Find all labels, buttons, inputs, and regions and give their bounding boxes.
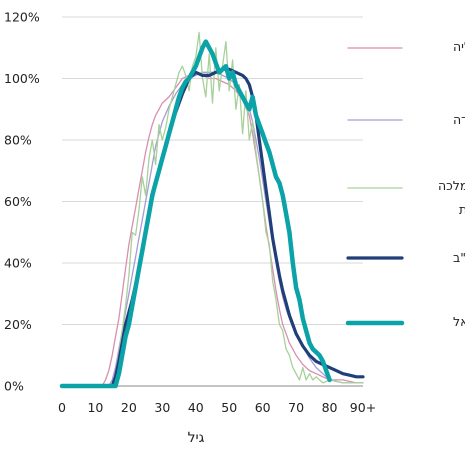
x-tick-label: 30	[154, 400, 170, 415]
legend-item-3: ארה"ב	[346, 250, 465, 265]
x-tick-label: 70	[288, 400, 304, 415]
y-tick-label: 100%	[4, 71, 40, 86]
x-axis: 0 10 20 30 40 50 60 70 80 90+	[58, 400, 376, 415]
y-tick-label: 40%	[4, 256, 32, 271]
y-tick-label: 80%	[4, 133, 32, 148]
y-tick-label: 0%	[4, 379, 24, 394]
series-line-1	[61, 71, 364, 387]
series-line-0	[61, 71, 364, 387]
series-line-2	[61, 31, 364, 387]
y-tick-label: 20%	[4, 317, 32, 332]
x-tick-label: 20	[121, 400, 137, 415]
legend-label: ישראל	[453, 314, 465, 329]
x-tick-label: 60	[255, 400, 271, 415]
x-tick-label: 80	[322, 400, 338, 415]
legend-label: קנדה	[453, 112, 465, 127]
y-tick-label: 60%	[4, 194, 32, 209]
legend-label: הממלכההמאוחדת	[438, 178, 465, 217]
series-line-4	[59, 39, 332, 389]
y-axis: 0% 20% 40% 60% 80% 100% 120%	[4, 10, 40, 394]
plot-area	[59, 31, 365, 389]
x-tick-label: 0	[58, 400, 66, 415]
legend-item-1: קנדה	[347, 112, 465, 127]
series-line-3	[60, 67, 365, 388]
legend-label: אוסטרליה	[453, 39, 465, 54]
legend: אוסטרליה קנדה הממלכההמאוחדת ארה"ב ישראל	[345, 39, 465, 329]
x-tick-label: 50	[221, 400, 237, 415]
legend-item-0: אוסטרליה	[347, 39, 465, 54]
x-tick-label: 10	[87, 400, 103, 415]
x-tick-label: 40	[188, 400, 204, 415]
y-tick-label: 120%	[4, 10, 40, 25]
legend-item-4: ישראל	[345, 314, 465, 329]
x-axis-title: גיל	[188, 430, 205, 446]
x-tick-label: 90+	[350, 400, 376, 415]
legend-label: ארה"ב	[453, 250, 465, 265]
legend-item-2: הממלכההמאוחדת	[347, 178, 465, 217]
